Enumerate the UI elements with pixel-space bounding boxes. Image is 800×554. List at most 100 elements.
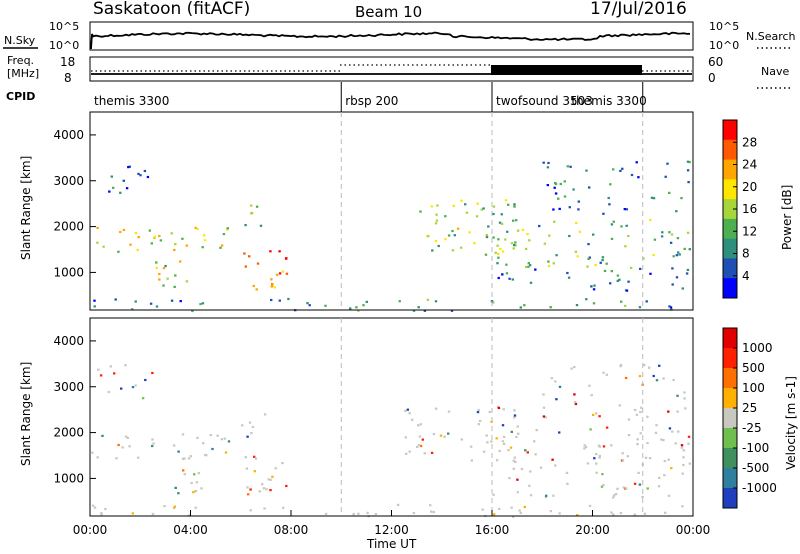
scatter-cell xyxy=(357,512,360,515)
scatter-cell xyxy=(460,199,463,202)
scatter-cell xyxy=(119,191,122,194)
scatter-cell xyxy=(639,267,642,270)
scatter-cell xyxy=(193,473,196,476)
scatter-cell xyxy=(265,488,268,491)
scatter-cell xyxy=(602,445,606,448)
scatter-cell xyxy=(687,435,691,438)
scatter-cell xyxy=(672,255,675,258)
scatter-cell xyxy=(507,449,510,452)
scatter-cell xyxy=(623,304,627,307)
scatter-cell xyxy=(520,468,524,471)
scatter-cell xyxy=(667,458,670,461)
scatter-cell xyxy=(585,169,588,172)
scatter-cell xyxy=(601,473,604,476)
scatter-cell xyxy=(216,434,219,437)
scatter-cell xyxy=(603,269,607,272)
scatter-cell xyxy=(677,430,680,433)
scatter-cell xyxy=(427,235,430,238)
scatter-cell xyxy=(189,455,192,458)
scatter-cell xyxy=(209,434,212,437)
scatter-cell xyxy=(119,230,122,234)
scatter-cell xyxy=(181,433,185,436)
scatter-cell xyxy=(642,257,645,260)
scatter-cell xyxy=(173,285,176,288)
scatter-cell xyxy=(528,239,531,242)
scatter-cell xyxy=(619,365,622,368)
scatter-cell xyxy=(488,410,492,414)
scatter-cell xyxy=(205,454,208,457)
scatter-cell xyxy=(589,428,592,431)
scatter-cell xyxy=(104,508,107,511)
ytick-label: 1000 xyxy=(53,471,84,485)
scatter-cell xyxy=(220,244,224,247)
scatter-cell xyxy=(567,276,571,279)
scatter-cell xyxy=(655,424,658,427)
scatter-cell xyxy=(610,237,614,240)
scatter-cell xyxy=(681,505,684,508)
scatter-cell xyxy=(131,308,134,311)
scatter-cell xyxy=(501,273,504,276)
scatter-cell xyxy=(657,485,661,488)
scatter-cell xyxy=(246,435,249,438)
scatter-cell xyxy=(487,225,490,228)
scatter-cell xyxy=(144,378,147,382)
scatter-cell xyxy=(429,504,432,507)
scatter-cell xyxy=(507,203,510,206)
nave-tick-bottom: 0 xyxy=(708,71,716,85)
scatter-cell xyxy=(129,243,132,246)
scatter-cell xyxy=(625,289,629,292)
scatter-cell xyxy=(251,425,255,428)
scatter-cell xyxy=(670,467,673,470)
colorbar-tick-label: -100 xyxy=(742,441,769,455)
scatter-cell xyxy=(686,268,690,271)
scatter-cell xyxy=(502,408,505,411)
scatter-cell xyxy=(539,466,543,469)
scatter-cell xyxy=(122,179,125,182)
scatter-cell xyxy=(627,280,630,283)
scatter-cell xyxy=(124,435,128,438)
velocity-panel: 4000 3000 2000 1000 00:00 04:00 08:00 12:00 16:… xyxy=(19,317,710,551)
scatter-cell xyxy=(533,440,536,443)
scatter-cell xyxy=(565,471,569,474)
scatter-cell xyxy=(502,442,506,446)
scatter-cell xyxy=(635,161,638,164)
colorbar-swatch xyxy=(723,388,737,409)
colorbar-tick-label: 500 xyxy=(742,361,765,375)
scatter-cell xyxy=(99,374,103,377)
scatter-cell xyxy=(616,274,620,277)
scatter-cell xyxy=(197,472,200,475)
scatter-cell xyxy=(159,239,163,242)
nsky-label: N.Sky xyxy=(4,34,36,47)
scatter-cell xyxy=(202,442,205,445)
scatter-cell xyxy=(516,425,519,428)
scatter-cell xyxy=(508,277,511,280)
freq-tick-top: 18 xyxy=(60,55,75,69)
scatter-cell xyxy=(558,431,561,434)
scatter-cell xyxy=(598,456,601,459)
scatter-cell xyxy=(201,246,204,249)
scatter-cell xyxy=(241,424,244,427)
scatter-cell xyxy=(512,219,515,222)
scatter-cell xyxy=(630,173,634,177)
colorbar-tick-label: 1000 xyxy=(742,341,773,355)
scatter-cell xyxy=(267,478,270,481)
scatter-cell xyxy=(166,277,169,280)
scatter-cell xyxy=(357,309,360,312)
scatter-cell xyxy=(255,205,259,208)
scatter-cell xyxy=(625,208,628,211)
scatter-cell xyxy=(270,285,273,288)
scatter-cell xyxy=(460,438,463,441)
scatter-cell xyxy=(450,309,454,312)
scatter-cell xyxy=(614,493,618,496)
scatter-cell xyxy=(510,430,513,433)
velocity-colorbar: 1000 500 100 25 -25 -100 -500 -1000 xyxy=(722,327,777,509)
scatter-cell xyxy=(174,274,177,277)
scatter-cell xyxy=(500,213,503,216)
scatter-cell xyxy=(259,224,263,227)
scatter-cell xyxy=(199,303,202,306)
scatter-cell xyxy=(569,165,572,168)
scatter-cell xyxy=(547,161,550,165)
scatter-cell xyxy=(568,206,571,209)
scatter-cell xyxy=(151,444,154,448)
scatter-cell xyxy=(465,211,469,214)
